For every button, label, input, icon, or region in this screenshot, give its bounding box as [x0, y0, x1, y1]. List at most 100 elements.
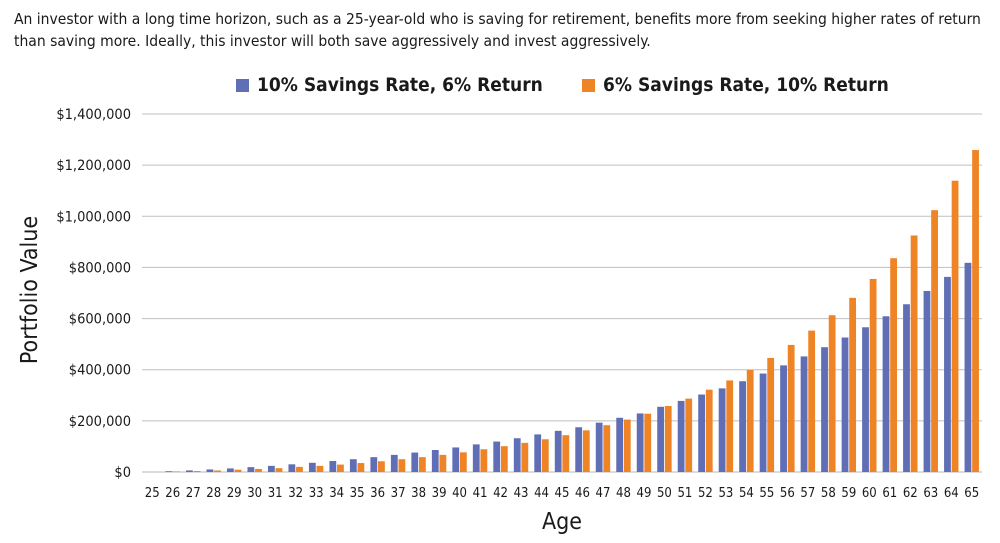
bar-series-2 [972, 150, 979, 472]
legend-swatch-series-2 [582, 78, 595, 92]
x-tick-label: 27 [186, 486, 201, 501]
bar-series-1 [349, 459, 357, 472]
bar-series-1 [677, 400, 685, 472]
bar-series-1 [841, 337, 849, 472]
y-tick-label: $800,000 [69, 260, 131, 276]
y-tick-label: $200,000 [69, 414, 131, 430]
bar-series-2 [500, 446, 508, 472]
bar-series-2 [582, 430, 590, 472]
bar-series-2 [808, 330, 816, 472]
bar-series-2 [562, 435, 570, 472]
x-tick-label: 49 [637, 486, 652, 501]
bar-series-1 [554, 430, 562, 472]
legend-label-series-1: 10% Savings Rate, 6% Return [257, 74, 543, 96]
bar-series-1 [390, 454, 398, 472]
bar-series-2 [685, 398, 693, 472]
bar-series-2 [849, 297, 857, 472]
x-tick-label: 62 [903, 486, 918, 501]
bar-series-2 [951, 180, 959, 472]
y-tick-label: $1,000,000 [56, 209, 131, 225]
bar-series-2 [890, 258, 898, 472]
bar-series-1 [903, 304, 910, 472]
x-tick-label: 34 [329, 486, 344, 501]
bar-series-2 [644, 413, 652, 472]
bar-series-2 [296, 466, 303, 472]
bar-series-1 [186, 470, 193, 472]
bar-series-1 [308, 462, 316, 472]
x-tick-label: 64 [944, 486, 959, 501]
x-tick-label: 58 [821, 486, 836, 501]
legend-swatch-series-1 [236, 78, 249, 92]
bar-series-2 [275, 468, 283, 472]
x-tick-label: 65 [964, 486, 979, 501]
bar-series-1 [698, 394, 706, 472]
bar-series-1 [513, 438, 521, 472]
bar-series-2 [603, 425, 611, 472]
bar-series-1 [288, 464, 296, 472]
bar-series-1 [452, 447, 460, 472]
x-tick-label: 28 [206, 486, 221, 501]
bar-series-2 [746, 369, 754, 472]
bar-series-1 [575, 427, 583, 472]
bar-series-2 [910, 235, 918, 472]
bar-series-2 [787, 344, 795, 472]
bar-series-2 [378, 461, 385, 472]
bar-series-1 [821, 347, 828, 472]
bar-series-1 [595, 422, 603, 472]
x-tick-label: 29 [227, 486, 242, 501]
bar-series-2 [398, 459, 406, 472]
bar-series-1 [165, 471, 173, 472]
bar-series-1 [226, 468, 234, 472]
bar-series-2 [480, 449, 488, 472]
bar-series-2 [541, 439, 549, 472]
bar-series-1 [370, 457, 378, 472]
bar-series-2 [664, 406, 672, 472]
y-axis-title: Portfolio Value [17, 216, 43, 364]
bar-series-2 [521, 442, 529, 472]
bar-series-2 [234, 469, 242, 472]
x-tick-label: 41 [473, 486, 488, 501]
x-tick-label: 25 [145, 486, 160, 501]
bar-series-2 [767, 357, 775, 472]
chart-caption: An investor with a long time horizon, su… [14, 10, 981, 50]
x-tick-label: 31 [268, 486, 283, 501]
bar-series-1 [964, 262, 972, 472]
x-axis-title: Age [542, 509, 582, 535]
bar-series-1 [882, 316, 890, 472]
bar-series-1 [636, 413, 644, 472]
x-tick-label: 52 [698, 486, 713, 501]
bar-series-1 [411, 452, 419, 472]
x-tick-label: 36 [370, 486, 385, 501]
bar-series-1 [267, 465, 275, 472]
bar-series-1 [616, 417, 624, 472]
bar-series-1 [329, 461, 337, 472]
bar-series-1 [718, 388, 726, 472]
bar-series-2 [726, 380, 734, 472]
legend-item-series-2: 6% Savings Rate, 10% Return [582, 74, 889, 96]
x-tick-label: 46 [575, 486, 590, 501]
bar-series-2 [439, 454, 447, 472]
bar-series-1 [923, 290, 931, 472]
bar-series-1 [206, 469, 214, 472]
bar-series-1 [780, 365, 787, 472]
x-tick-label: 32 [288, 486, 303, 501]
bar-series-1 [472, 444, 480, 472]
bar-series-2 [623, 419, 631, 472]
bar-series-1 [944, 276, 951, 472]
x-tick-label: 39 [432, 486, 447, 501]
bar-series-1 [739, 381, 746, 472]
bar-series-1 [657, 406, 665, 472]
y-tick-label: $0 [114, 465, 131, 481]
x-tick-label: 33 [309, 486, 324, 501]
bar-series-2 [316, 465, 324, 472]
bar-series-2 [337, 464, 344, 472]
x-tick-label: 59 [841, 486, 856, 501]
x-tick-label: 56 [780, 486, 795, 501]
y-tick-label: $400,000 [69, 363, 131, 379]
y-tick-label: $1,400,000 [56, 107, 131, 123]
bar-series-2 [459, 452, 467, 472]
x-tick-label: 45 [555, 486, 570, 501]
x-tick-label: 26 [165, 486, 180, 501]
x-tick-label: 30 [247, 486, 262, 501]
x-tick-label: 51 [677, 486, 692, 501]
